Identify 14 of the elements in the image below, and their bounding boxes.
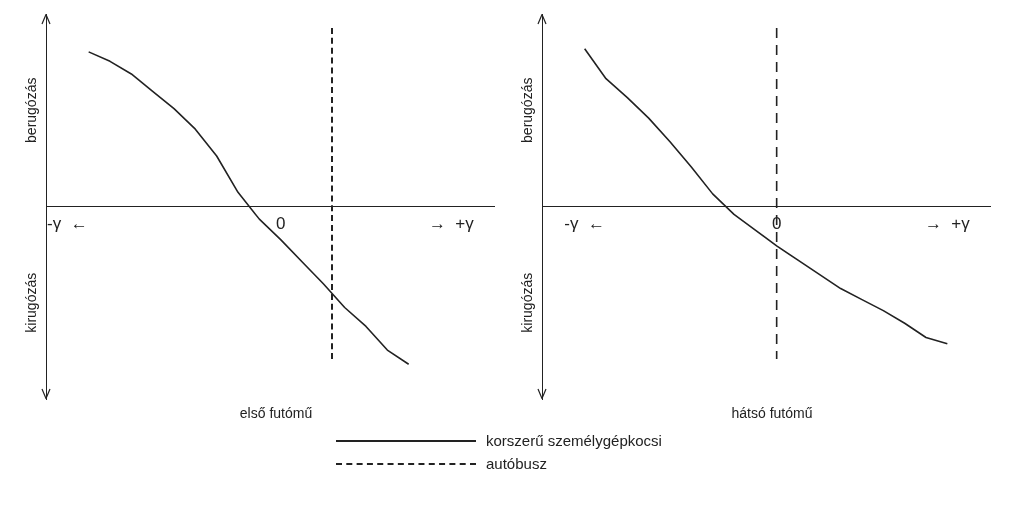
x-tick-label: 0 bbox=[275, 214, 286, 234]
x-axis-title: első futómű bbox=[238, 405, 314, 421]
x-tick-label: -γ ← bbox=[47, 214, 88, 234]
text: berugózás bbox=[22, 77, 39, 143]
text: kirugózás bbox=[22, 272, 39, 333]
text: korszerű személygépkocsi bbox=[486, 432, 662, 449]
text: berugózás bbox=[518, 77, 535, 143]
x-axis-title: hátsó futómű bbox=[730, 405, 814, 421]
x-tick-label: → +γ bbox=[428, 214, 475, 234]
x-tick-label: -γ ← bbox=[564, 214, 605, 234]
x-tick-label: → +γ bbox=[924, 214, 971, 234]
text: kirugózás bbox=[518, 272, 535, 333]
ref-line-label: autóbusz bbox=[486, 455, 547, 472]
x-tick-label: 0 bbox=[771, 214, 782, 234]
